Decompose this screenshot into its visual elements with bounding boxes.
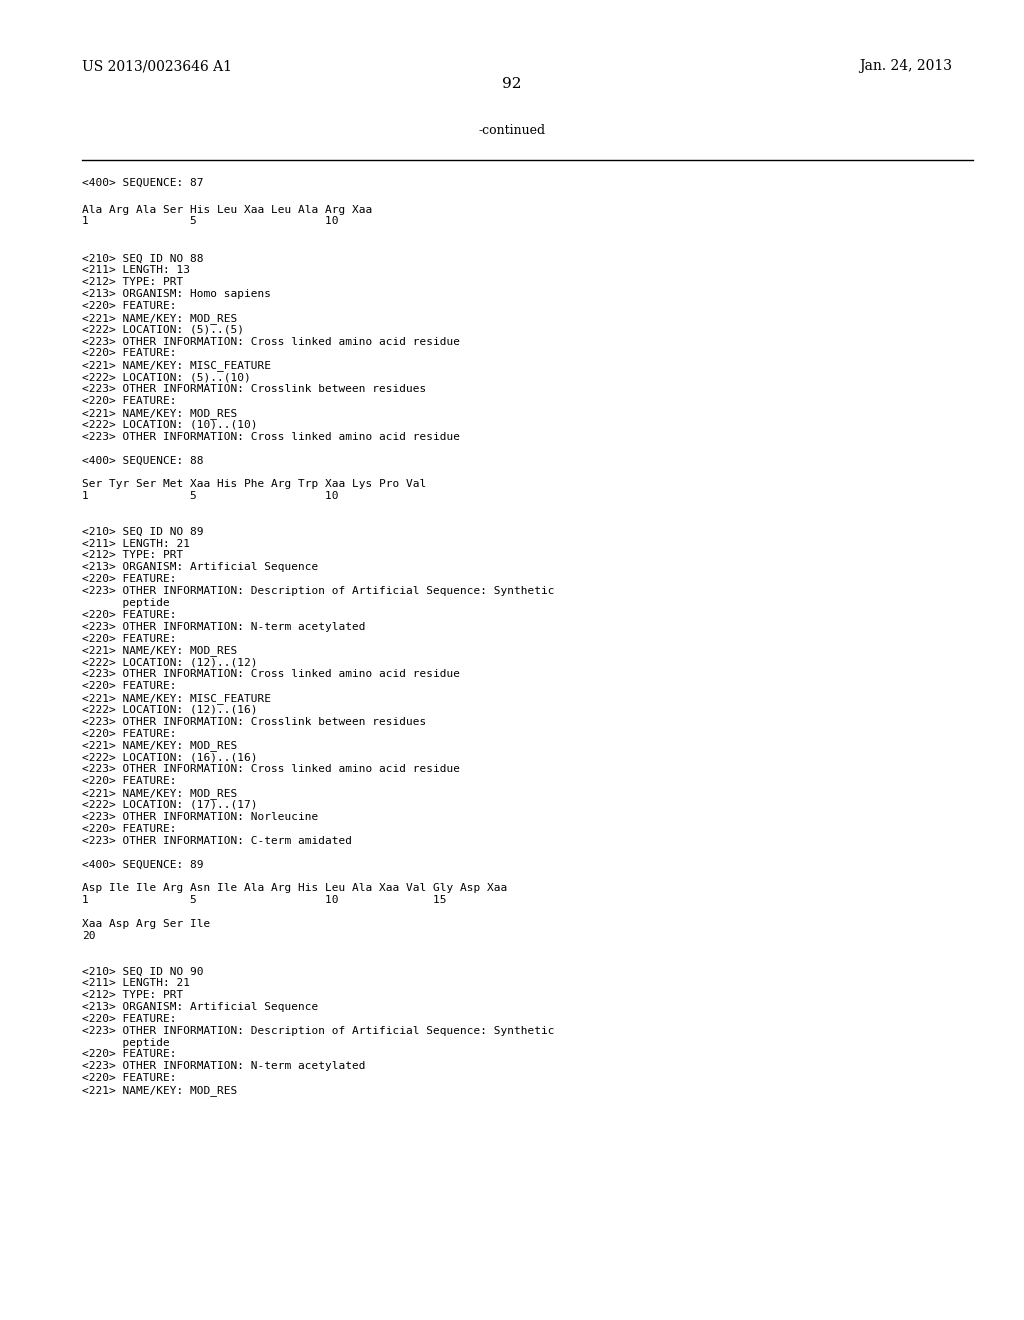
Text: <221> NAME/KEY: MOD_RES: <221> NAME/KEY: MOD_RES xyxy=(82,741,238,751)
Text: <400> SEQUENCE: 89: <400> SEQUENCE: 89 xyxy=(82,859,204,870)
Text: <211> LENGTH: 13: <211> LENGTH: 13 xyxy=(82,265,189,276)
Text: <212> TYPE: PRT: <212> TYPE: PRT xyxy=(82,277,183,288)
Text: <223> OTHER INFORMATION: N-term acetylated: <223> OTHER INFORMATION: N-term acetylat… xyxy=(82,1061,366,1072)
Text: <221> NAME/KEY: MOD_RES: <221> NAME/KEY: MOD_RES xyxy=(82,408,238,418)
Text: <220> FEATURE:: <220> FEATURE: xyxy=(82,1073,176,1084)
Text: <220> FEATURE:: <220> FEATURE: xyxy=(82,634,176,644)
Text: <223> OTHER INFORMATION: N-term acetylated: <223> OTHER INFORMATION: N-term acetylat… xyxy=(82,622,366,632)
Text: <213> ORGANISM: Artificial Sequence: <213> ORGANISM: Artificial Sequence xyxy=(82,562,318,573)
Text: <220> FEATURE:: <220> FEATURE: xyxy=(82,574,176,585)
Text: Ser Tyr Ser Met Xaa His Phe Arg Trp Xaa Lys Pro Val: Ser Tyr Ser Met Xaa His Phe Arg Trp Xaa … xyxy=(82,479,426,490)
Text: <223> OTHER INFORMATION: Norleucine: <223> OTHER INFORMATION: Norleucine xyxy=(82,812,318,822)
Text: <210> SEQ ID NO 90: <210> SEQ ID NO 90 xyxy=(82,966,204,977)
Text: <223> OTHER INFORMATION: C-term amidated: <223> OTHER INFORMATION: C-term amidated xyxy=(82,836,352,846)
Text: <223> OTHER INFORMATION: Crosslink between residues: <223> OTHER INFORMATION: Crosslink betwe… xyxy=(82,384,426,395)
Text: <221> NAME/KEY: MOD_RES: <221> NAME/KEY: MOD_RES xyxy=(82,788,238,799)
Text: <222> LOCATION: (12)..(16): <222> LOCATION: (12)..(16) xyxy=(82,705,257,715)
Text: <211> LENGTH: 21: <211> LENGTH: 21 xyxy=(82,539,189,549)
Text: <220> FEATURE:: <220> FEATURE: xyxy=(82,776,176,787)
Text: <223> OTHER INFORMATION: Crosslink between residues: <223> OTHER INFORMATION: Crosslink betwe… xyxy=(82,717,426,727)
Text: <210> SEQ ID NO 88: <210> SEQ ID NO 88 xyxy=(82,253,204,264)
Text: <222> LOCATION: (16)..(16): <222> LOCATION: (16)..(16) xyxy=(82,752,257,763)
Text: <223> OTHER INFORMATION: Description of Artificial Sequence: Synthetic: <223> OTHER INFORMATION: Description of … xyxy=(82,586,554,597)
Text: <220> FEATURE:: <220> FEATURE: xyxy=(82,1049,176,1060)
Text: peptide: peptide xyxy=(82,598,170,609)
Text: <221> NAME/KEY: MOD_RES: <221> NAME/KEY: MOD_RES xyxy=(82,1085,238,1096)
Text: <212> TYPE: PRT: <212> TYPE: PRT xyxy=(82,990,183,1001)
Text: <223> OTHER INFORMATION: Description of Artificial Sequence: Synthetic: <223> OTHER INFORMATION: Description of … xyxy=(82,1026,554,1036)
Text: <222> LOCATION: (12)..(12): <222> LOCATION: (12)..(12) xyxy=(82,657,257,668)
Text: peptide: peptide xyxy=(82,1038,170,1048)
Text: <212> TYPE: PRT: <212> TYPE: PRT xyxy=(82,550,183,561)
Text: <222> LOCATION: (5)..(10): <222> LOCATION: (5)..(10) xyxy=(82,372,251,383)
Text: 1               5                   10              15: 1 5 10 15 xyxy=(82,895,446,906)
Text: <223> OTHER INFORMATION: Cross linked amino acid residue: <223> OTHER INFORMATION: Cross linked am… xyxy=(82,337,460,347)
Text: <221> NAME/KEY: MISC_FEATURE: <221> NAME/KEY: MISC_FEATURE xyxy=(82,693,271,704)
Text: 20: 20 xyxy=(82,931,95,941)
Text: <222> LOCATION: (17)..(17): <222> LOCATION: (17)..(17) xyxy=(82,800,257,810)
Text: Ala Arg Ala Ser His Leu Xaa Leu Ala Arg Xaa: Ala Arg Ala Ser His Leu Xaa Leu Ala Arg … xyxy=(82,205,372,215)
Text: <220> FEATURE:: <220> FEATURE: xyxy=(82,681,176,692)
Text: 1               5                   10: 1 5 10 xyxy=(82,491,338,502)
Text: <222> LOCATION: (10)..(10): <222> LOCATION: (10)..(10) xyxy=(82,420,257,430)
Text: <220> FEATURE:: <220> FEATURE: xyxy=(82,610,176,620)
Text: <220> FEATURE:: <220> FEATURE: xyxy=(82,1014,176,1024)
Text: <400> SEQUENCE: 87: <400> SEQUENCE: 87 xyxy=(82,178,204,189)
Text: Asp Ile Ile Arg Asn Ile Ala Arg His Leu Ala Xaa Val Gly Asp Xaa: Asp Ile Ile Arg Asn Ile Ala Arg His Leu … xyxy=(82,883,507,894)
Text: <223> OTHER INFORMATION: Cross linked amino acid residue: <223> OTHER INFORMATION: Cross linked am… xyxy=(82,764,460,775)
Text: -continued: -continued xyxy=(478,124,546,137)
Text: <221> NAME/KEY: MOD_RES: <221> NAME/KEY: MOD_RES xyxy=(82,645,238,656)
Text: <210> SEQ ID NO 89: <210> SEQ ID NO 89 xyxy=(82,527,204,537)
Text: <223> OTHER INFORMATION: Cross linked amino acid residue: <223> OTHER INFORMATION: Cross linked am… xyxy=(82,432,460,442)
Text: Jan. 24, 2013: Jan. 24, 2013 xyxy=(859,59,952,74)
Text: <400> SEQUENCE: 88: <400> SEQUENCE: 88 xyxy=(82,455,204,466)
Text: 92: 92 xyxy=(502,77,522,91)
Text: <211> LENGTH: 21: <211> LENGTH: 21 xyxy=(82,978,189,989)
Text: <220> FEATURE:: <220> FEATURE: xyxy=(82,729,176,739)
Text: <222> LOCATION: (5)..(5): <222> LOCATION: (5)..(5) xyxy=(82,325,244,335)
Text: <220> FEATURE:: <220> FEATURE: xyxy=(82,396,176,407)
Text: <220> FEATURE:: <220> FEATURE: xyxy=(82,824,176,834)
Text: <221> NAME/KEY: MOD_RES: <221> NAME/KEY: MOD_RES xyxy=(82,313,238,323)
Text: <220> FEATURE:: <220> FEATURE: xyxy=(82,301,176,312)
Text: 1               5                   10: 1 5 10 xyxy=(82,216,338,227)
Text: <223> OTHER INFORMATION: Cross linked amino acid residue: <223> OTHER INFORMATION: Cross linked am… xyxy=(82,669,460,680)
Text: <221> NAME/KEY: MISC_FEATURE: <221> NAME/KEY: MISC_FEATURE xyxy=(82,360,271,371)
Text: <213> ORGANISM: Artificial Sequence: <213> ORGANISM: Artificial Sequence xyxy=(82,1002,318,1012)
Text: <213> ORGANISM: Homo sapiens: <213> ORGANISM: Homo sapiens xyxy=(82,289,271,300)
Text: <220> FEATURE:: <220> FEATURE: xyxy=(82,348,176,359)
Text: Xaa Asp Arg Ser Ile: Xaa Asp Arg Ser Ile xyxy=(82,919,210,929)
Text: US 2013/0023646 A1: US 2013/0023646 A1 xyxy=(82,59,231,74)
